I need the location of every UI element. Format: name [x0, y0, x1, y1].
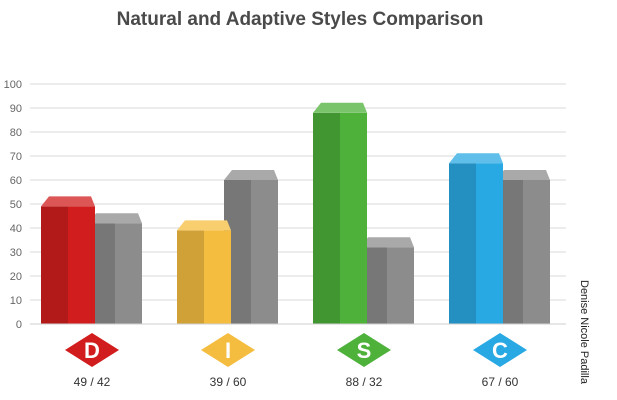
bar-c-series1-right-face — [476, 163, 503, 324]
bar-s-series2-cap — [360, 237, 414, 248]
category-label: D — [84, 338, 100, 363]
y-tick-label: 0 — [16, 319, 22, 331]
category-label: I — [225, 338, 231, 363]
side-label: Denise Nicole Padilla — [578, 280, 590, 384]
bar-s-series2 — [360, 237, 414, 324]
bar-s-series1-cap — [313, 102, 367, 113]
bar-s-series1-left-face — [313, 112, 340, 324]
value-label: 67 / 60 — [482, 375, 519, 389]
bar-s-series1 — [313, 102, 367, 324]
bar-c-series2 — [496, 170, 550, 324]
y-tick-label: 30 — [10, 247, 22, 259]
bar-i-series1 — [177, 220, 231, 324]
bar-c-series1 — [449, 153, 503, 324]
y-tick-label: 50 — [10, 199, 22, 211]
bar-c-series2-right-face — [523, 180, 550, 324]
bar-d-series1 — [41, 196, 95, 324]
value-label: 88 / 32 — [346, 375, 383, 389]
category-badge-d — [65, 333, 119, 367]
y-tick-label: 20 — [10, 271, 22, 283]
category-badge-c — [473, 333, 527, 367]
category-badge-s — [337, 333, 391, 367]
y-tick-label: 90 — [10, 103, 22, 115]
bar-c-series1-left-face — [449, 163, 476, 324]
bar-s-series2-right-face — [387, 247, 414, 324]
bar-i-series1-right-face — [204, 230, 231, 324]
y-tick-label: 70 — [10, 151, 22, 163]
bar-d-series2 — [88, 213, 142, 324]
bar-c-series1-cap — [449, 153, 503, 164]
bar-i-series1-left-face — [177, 230, 204, 324]
chart-title: Natural and Adaptive Styles Comparison — [116, 9, 484, 30]
bar-i-series2 — [224, 170, 278, 324]
y-tick-label: 40 — [10, 223, 22, 235]
y-tick-label: 10 — [10, 295, 22, 307]
y-tick-label: 100 — [4, 79, 22, 91]
value-label: 39 / 60 — [210, 375, 247, 389]
y-tick-label: 60 — [10, 175, 22, 187]
category-label: S — [357, 338, 372, 363]
bar-d-series1-right-face — [68, 206, 95, 324]
value-label: 49 / 42 — [74, 375, 111, 389]
bar-s-series1-right-face — [340, 112, 367, 324]
category-badge-i — [201, 333, 255, 367]
bar-d-series2-cap — [88, 213, 142, 224]
bar-c-series2-cap — [496, 170, 550, 180]
bar-d-series1-cap — [41, 196, 95, 207]
bar-d-series2-right-face — [115, 223, 142, 324]
y-tick-label: 80 — [10, 127, 22, 139]
bar-d-series1-left-face — [41, 206, 68, 324]
bar-i-series2-right-face — [251, 180, 278, 324]
bar-i-series1-cap — [177, 220, 231, 231]
category-label: C — [492, 338, 508, 363]
bar-i-series2-cap — [224, 170, 278, 180]
